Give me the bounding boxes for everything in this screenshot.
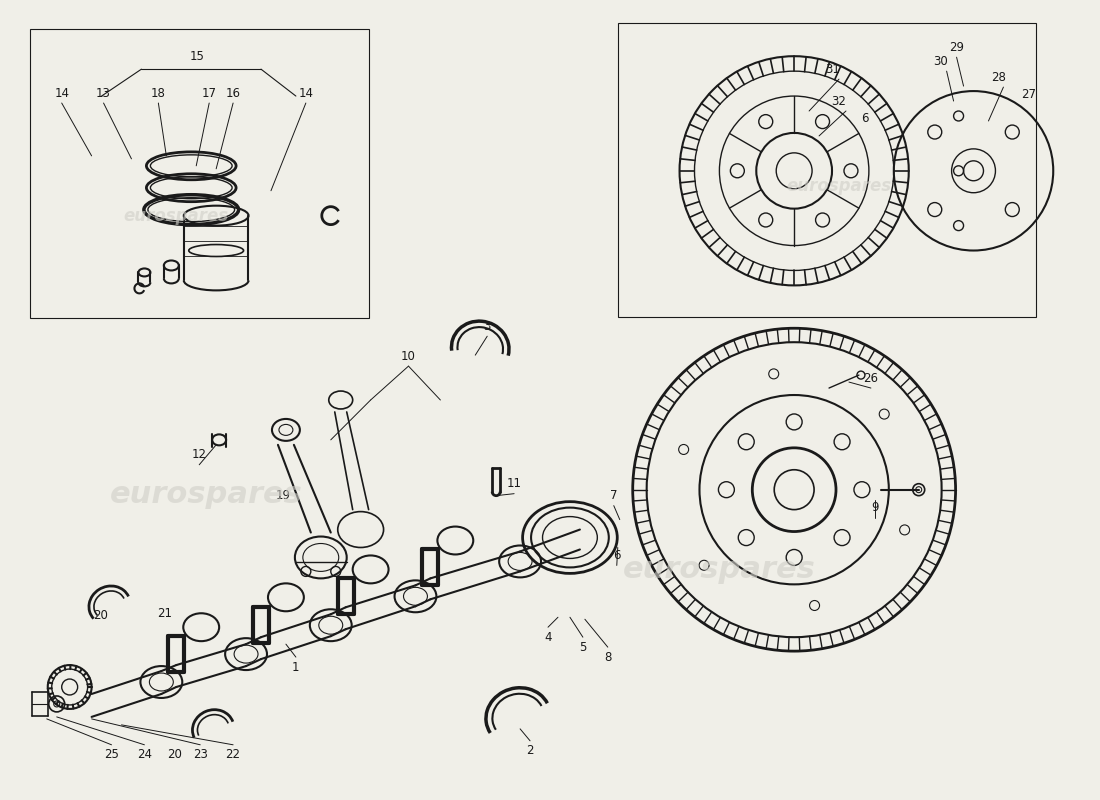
Text: eurospares: eurospares: [786, 177, 892, 194]
Text: 26: 26: [864, 371, 879, 385]
Text: 7: 7: [610, 489, 617, 502]
Text: 27: 27: [1021, 87, 1036, 101]
Text: 32: 32: [832, 94, 846, 107]
Text: 13: 13: [96, 86, 111, 99]
Text: 9: 9: [871, 501, 879, 514]
Text: 21: 21: [157, 606, 172, 620]
Text: eurospares: eurospares: [110, 480, 302, 509]
Text: 18: 18: [151, 86, 166, 99]
Text: 14: 14: [54, 86, 69, 99]
Bar: [618, 23, 1036, 318]
Text: 11: 11: [507, 478, 521, 490]
Text: 28: 28: [991, 70, 1005, 84]
Text: 20: 20: [94, 609, 108, 622]
Text: 25: 25: [104, 748, 119, 762]
Text: 5: 5: [580, 641, 586, 654]
Text: 24: 24: [136, 748, 152, 762]
Text: eurospares: eurospares: [623, 555, 816, 584]
Text: 1: 1: [293, 661, 299, 674]
Text: 29: 29: [949, 41, 964, 54]
Bar: [30, 30, 368, 318]
Text: 14: 14: [298, 86, 314, 99]
Text: 20: 20: [167, 748, 182, 762]
Text: 12: 12: [191, 448, 207, 462]
Text: 17: 17: [201, 86, 217, 99]
Text: 23: 23: [192, 748, 208, 762]
Text: eurospares: eurospares: [123, 206, 229, 225]
Text: 16: 16: [226, 86, 241, 99]
Text: 2: 2: [526, 744, 534, 758]
Text: 6: 6: [613, 549, 620, 562]
Text: 19: 19: [275, 489, 290, 502]
Text: 8: 8: [604, 650, 612, 664]
Text: 3: 3: [484, 320, 491, 333]
Text: 4: 4: [544, 630, 552, 644]
Text: 30: 30: [933, 54, 948, 68]
Text: 6: 6: [861, 113, 869, 126]
Text: 31: 31: [826, 62, 840, 76]
Text: 10: 10: [402, 350, 416, 362]
Text: 15: 15: [190, 50, 205, 62]
Text: 22: 22: [226, 748, 241, 762]
